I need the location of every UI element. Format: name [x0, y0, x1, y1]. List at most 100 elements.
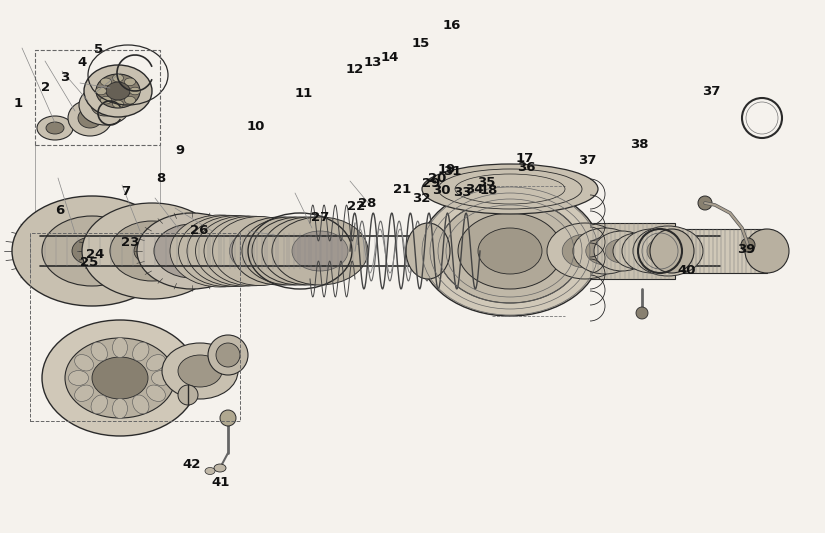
Ellipse shape	[420, 186, 600, 316]
Text: 16: 16	[443, 19, 461, 32]
Ellipse shape	[101, 96, 111, 104]
Ellipse shape	[178, 355, 222, 387]
Ellipse shape	[96, 87, 106, 95]
Ellipse shape	[79, 85, 131, 125]
Text: 15: 15	[412, 37, 430, 50]
Ellipse shape	[130, 87, 140, 95]
Text: 23: 23	[121, 236, 139, 249]
Ellipse shape	[82, 203, 222, 299]
Text: 21: 21	[394, 183, 412, 196]
Text: 35: 35	[478, 176, 496, 189]
Text: 14: 14	[380, 51, 398, 64]
FancyBboxPatch shape	[672, 229, 767, 273]
Ellipse shape	[606, 239, 639, 263]
Text: 37: 37	[702, 85, 720, 98]
Ellipse shape	[188, 228, 252, 274]
Ellipse shape	[134, 238, 170, 264]
Ellipse shape	[112, 337, 128, 358]
Text: 6: 6	[54, 204, 64, 217]
Ellipse shape	[133, 395, 149, 414]
Ellipse shape	[152, 370, 172, 385]
Ellipse shape	[101, 78, 111, 86]
Ellipse shape	[594, 231, 650, 271]
Ellipse shape	[252, 217, 348, 285]
Ellipse shape	[37, 116, 73, 140]
Ellipse shape	[214, 464, 226, 472]
Text: 29: 29	[422, 177, 440, 190]
Ellipse shape	[133, 342, 149, 361]
Ellipse shape	[586, 237, 625, 265]
Ellipse shape	[547, 223, 623, 279]
Text: 40: 40	[677, 264, 695, 277]
Ellipse shape	[745, 229, 789, 273]
Ellipse shape	[65, 338, 175, 418]
Ellipse shape	[162, 343, 238, 399]
Ellipse shape	[232, 217, 328, 285]
Ellipse shape	[112, 399, 128, 418]
Ellipse shape	[187, 216, 285, 286]
Ellipse shape	[196, 228, 260, 274]
Text: 30: 30	[432, 184, 450, 197]
Ellipse shape	[478, 228, 542, 274]
Ellipse shape	[74, 354, 93, 371]
Text: 20: 20	[428, 172, 446, 185]
Ellipse shape	[458, 213, 562, 289]
Ellipse shape	[213, 229, 275, 273]
Ellipse shape	[72, 237, 112, 265]
Ellipse shape	[221, 229, 283, 273]
Ellipse shape	[422, 164, 598, 214]
Text: 3: 3	[59, 71, 69, 84]
Text: 5: 5	[94, 43, 104, 55]
Ellipse shape	[650, 229, 694, 273]
Text: 7: 7	[120, 185, 130, 198]
Ellipse shape	[42, 320, 198, 436]
Ellipse shape	[106, 82, 130, 100]
Ellipse shape	[262, 217, 358, 285]
Ellipse shape	[406, 223, 450, 279]
Text: 11: 11	[295, 87, 313, 100]
Ellipse shape	[229, 229, 290, 273]
Ellipse shape	[647, 236, 689, 266]
Ellipse shape	[125, 96, 135, 104]
FancyBboxPatch shape	[488, 171, 532, 191]
Text: 33: 33	[453, 187, 471, 199]
Ellipse shape	[272, 231, 328, 271]
Ellipse shape	[110, 221, 194, 281]
Ellipse shape	[178, 215, 277, 287]
Ellipse shape	[438, 199, 582, 303]
Ellipse shape	[205, 467, 215, 474]
Ellipse shape	[196, 216, 293, 286]
Ellipse shape	[216, 343, 240, 367]
FancyBboxPatch shape	[590, 223, 675, 279]
Ellipse shape	[204, 216, 300, 286]
Ellipse shape	[562, 234, 608, 268]
Ellipse shape	[262, 231, 318, 271]
Ellipse shape	[147, 385, 165, 401]
Text: 1: 1	[13, 98, 23, 110]
Ellipse shape	[78, 108, 102, 128]
Ellipse shape	[252, 231, 308, 271]
Text: 34: 34	[465, 183, 483, 196]
Ellipse shape	[698, 196, 712, 210]
Ellipse shape	[205, 229, 267, 273]
Text: 41: 41	[212, 476, 230, 489]
Text: 27: 27	[311, 211, 329, 224]
Ellipse shape	[633, 226, 703, 276]
Ellipse shape	[92, 357, 148, 399]
Text: 37: 37	[578, 155, 596, 167]
Text: 31: 31	[443, 165, 461, 178]
Ellipse shape	[623, 240, 653, 262]
Ellipse shape	[68, 370, 88, 385]
Ellipse shape	[112, 100, 124, 108]
Ellipse shape	[208, 335, 248, 375]
Text: 8: 8	[156, 172, 166, 185]
Text: 28: 28	[358, 197, 376, 210]
Ellipse shape	[220, 410, 236, 426]
FancyBboxPatch shape	[205, 233, 345, 269]
Ellipse shape	[213, 216, 308, 286]
Ellipse shape	[84, 65, 152, 117]
Text: 39: 39	[738, 243, 756, 256]
Ellipse shape	[91, 395, 107, 414]
Ellipse shape	[147, 354, 165, 371]
Ellipse shape	[636, 307, 648, 319]
